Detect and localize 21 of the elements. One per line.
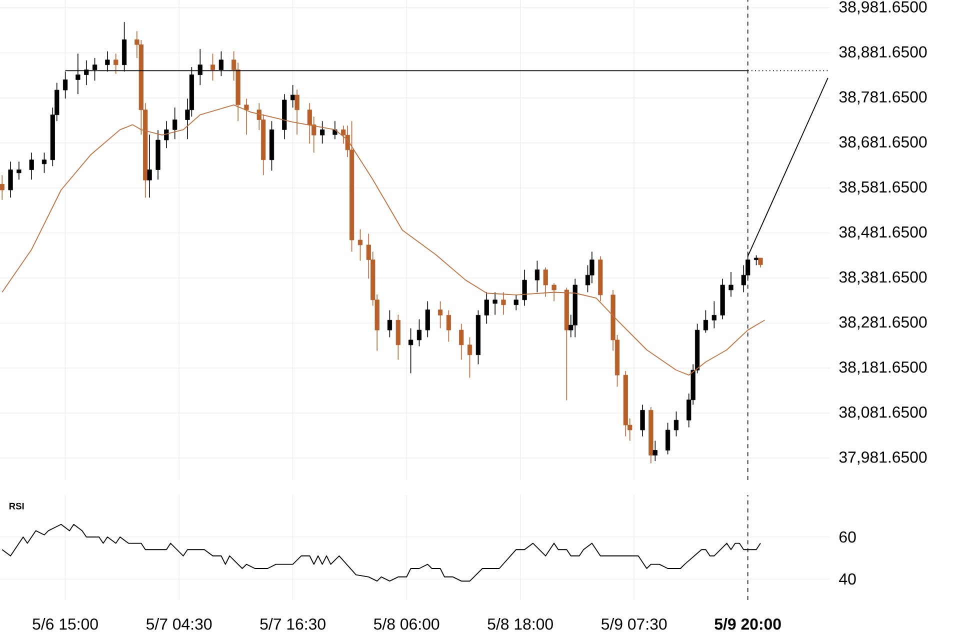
y-tick-label: 37,981.6500 <box>839 452 927 465</box>
y-tick-label: 38,081.6500 <box>839 406 927 420</box>
x-tick-label: 5/7 04:30 <box>146 618 212 630</box>
x-tick-label: 5/8 06:00 <box>374 618 440 630</box>
y-tick-label: 38,681.6500 <box>839 136 927 150</box>
y-tick-label: 38,981.6500 <box>839 1 927 14</box>
y-tick-label: 60 <box>840 531 856 543</box>
y-tick-label: 38,281.6500 <box>839 316 927 330</box>
y-tick-label: 38,881.6500 <box>839 46 927 60</box>
x-tick-label: 5/6 15:00 <box>32 618 98 630</box>
y-tick-label: 38,581.6500 <box>839 181 927 195</box>
x-tick-label: 5/7 16:30 <box>260 618 326 630</box>
x-tick-label: 5/9 20:00 <box>714 618 781 630</box>
x-tick-label: 5/9 07:30 <box>602 618 667 630</box>
text: RSI <box>9 502 24 510</box>
y-tick-label: 38,481.6500 <box>839 226 927 240</box>
y-tick-label: 40 <box>839 573 856 585</box>
x-tick-label: 5/8 18:00 <box>488 618 553 630</box>
y-tick-label: 38,381.6500 <box>839 271 927 285</box>
y-tick-label: 38,781.6500 <box>839 91 927 104</box>
y-tick-label: 38,181.6500 <box>839 361 927 375</box>
